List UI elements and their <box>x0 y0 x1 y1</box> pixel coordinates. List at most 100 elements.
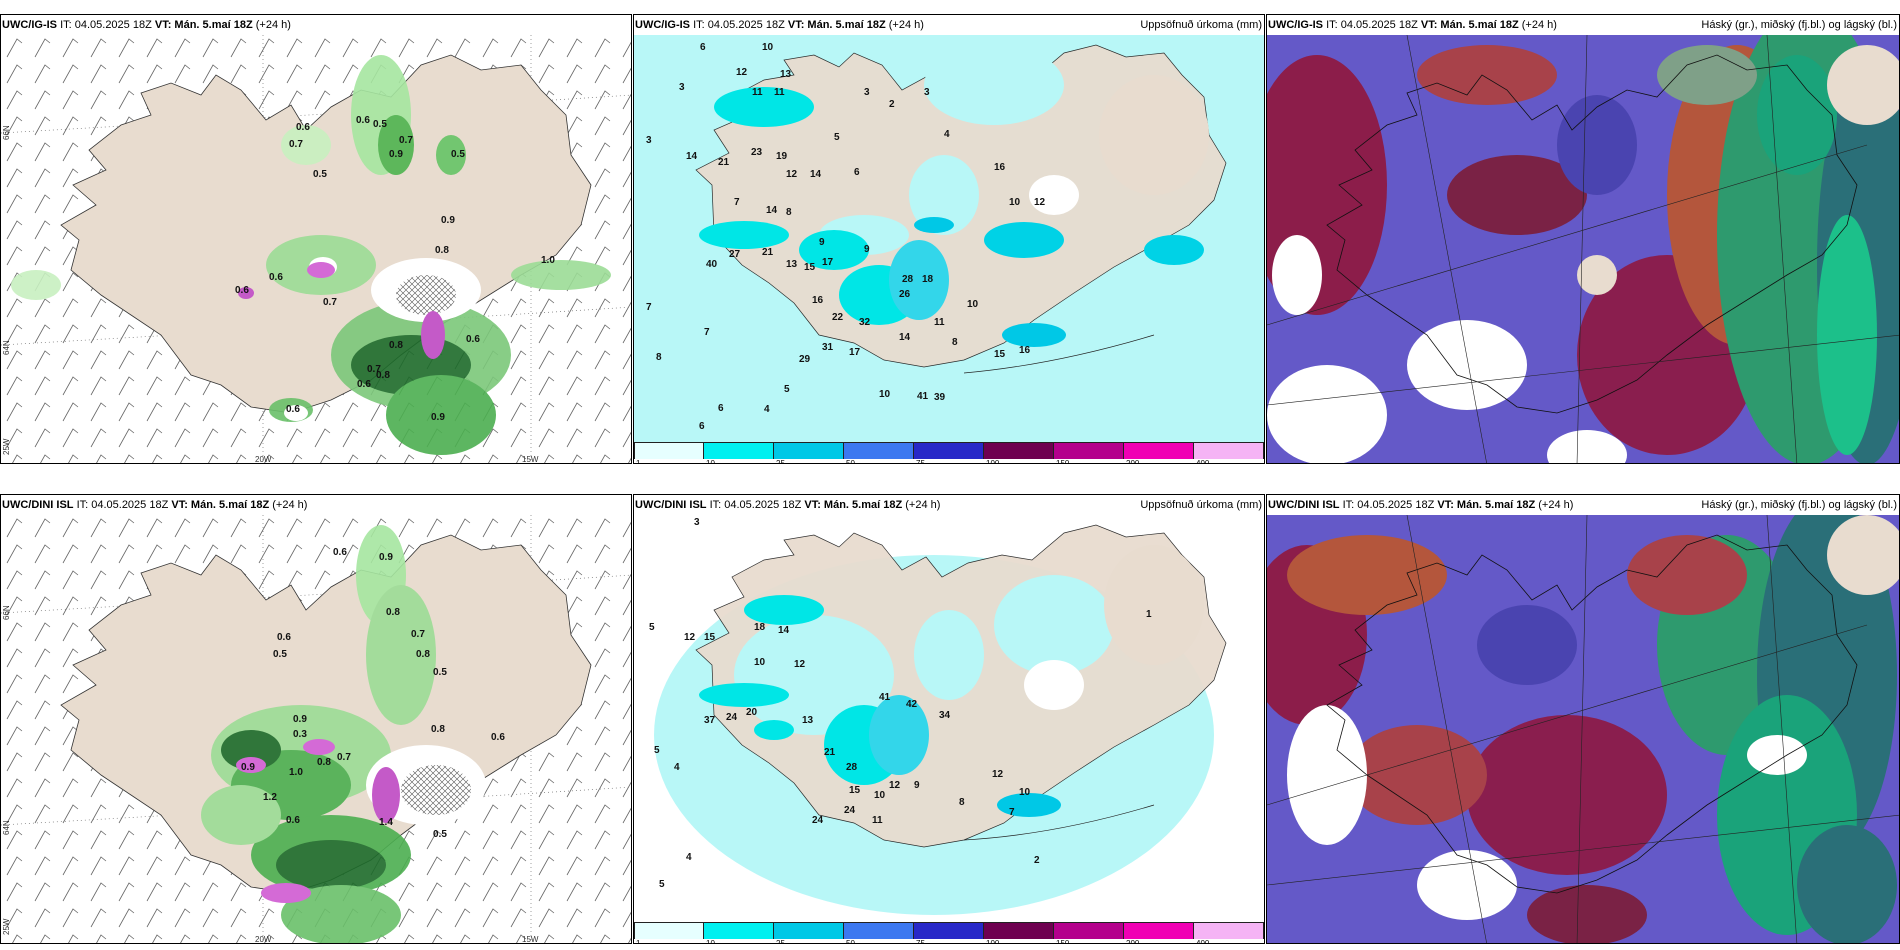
colorbar-swatch <box>1124 442 1194 459</box>
wind-value-labels: 0.6 0.9 0.6 0.5 0.8 0.7 0.8 0.5 0.9 0.7 … <box>241 547 505 840</box>
svg-text:12: 12 <box>1034 197 1046 208</box>
svg-text:25W: 25W <box>2 438 11 455</box>
svg-text:11: 11 <box>934 317 945 328</box>
svg-text:20: 20 <box>746 707 758 718</box>
svg-text:32: 32 <box>859 317 871 328</box>
svg-text:10: 10 <box>874 790 886 801</box>
svg-text:3: 3 <box>864 87 870 98</box>
svg-text:42: 42 <box>906 699 918 710</box>
colorbar-swatch <box>704 922 774 939</box>
svg-text:0.6: 0.6 <box>286 404 300 415</box>
svg-text:0.8: 0.8 <box>389 340 403 351</box>
clouds-title: Háský (gr.), miðský (fj.bl.) og lágský (… <box>1701 499 1897 511</box>
svg-text:11: 11 <box>774 87 785 98</box>
colorbar-swatch <box>774 922 844 939</box>
svg-text:16: 16 <box>994 162 1006 173</box>
svg-text:12: 12 <box>992 769 1004 780</box>
svg-text:20W: 20W <box>255 455 272 464</box>
svg-text:5: 5 <box>649 622 655 633</box>
colorbar-swatch <box>1194 922 1264 939</box>
svg-text:24: 24 <box>812 815 824 826</box>
svg-text:12: 12 <box>794 659 806 670</box>
svg-text:40: 40 <box>706 259 718 270</box>
svg-text:5: 5 <box>659 879 665 890</box>
svg-text:9: 9 <box>914 780 920 791</box>
wind-value-labels: 0.6 0.7 0.5 0.6 0.5 0.7 0.9 0.5 0.9 0.8 … <box>235 115 555 423</box>
svg-text:15: 15 <box>849 785 861 796</box>
grid-lines <box>1267 35 1899 463</box>
svg-text:10: 10 <box>754 657 766 668</box>
map-panel-ig-clouds: UWC/IG-IS IT: 04.05.2025 18Z VT: Mán. 5.… <box>1266 14 1900 464</box>
svg-text:3: 3 <box>694 517 700 528</box>
precip-map: 5 3 12 15 18 14 10 12 13 37 24 20 21 28 … <box>634 515 1264 925</box>
map-panel-ig-wind: UWC/IG-IS IT: 04.05.2025 18Z VT: Mán. 5.… <box>0 14 632 464</box>
svg-text:10: 10 <box>762 42 774 53</box>
svg-text:6: 6 <box>700 42 706 53</box>
colorbar-swatch <box>844 922 914 939</box>
colorbar-tick-label: 50 <box>846 939 855 944</box>
svg-text:0.9: 0.9 <box>431 412 445 423</box>
svg-text:64N: 64N <box>2 340 11 355</box>
colorbar-swatch <box>914 442 984 459</box>
mixed-precip-magenta <box>238 262 445 359</box>
svg-text:18: 18 <box>922 274 934 285</box>
svg-text:21: 21 <box>718 157 730 168</box>
svg-text:0.6: 0.6 <box>491 732 505 743</box>
svg-text:0.5: 0.5 <box>313 169 327 180</box>
svg-text:64N: 64N <box>2 820 11 835</box>
svg-text:11: 11 <box>872 815 883 826</box>
colorbar-tick-label: 100 <box>986 939 1000 944</box>
svg-text:22: 22 <box>832 312 844 323</box>
svg-text:12: 12 <box>889 780 901 791</box>
svg-text:2: 2 <box>1034 855 1040 866</box>
svg-text:12: 12 <box>684 632 696 643</box>
svg-text:0.3: 0.3 <box>293 729 307 740</box>
svg-text:5: 5 <box>784 384 790 395</box>
svg-text:20W: 20W <box>255 935 272 944</box>
svg-text:0.6: 0.6 <box>333 547 347 558</box>
svg-text:26: 26 <box>899 289 911 300</box>
svg-text:7: 7 <box>704 327 710 338</box>
colorbar-swatch <box>774 442 844 459</box>
svg-text:8: 8 <box>959 797 965 808</box>
svg-text:41: 41 <box>879 692 891 703</box>
svg-text:9: 9 <box>819 237 825 248</box>
svg-text:0.6: 0.6 <box>356 115 370 126</box>
svg-text:17: 17 <box>849 347 861 358</box>
svg-text:41: 41 <box>917 391 929 402</box>
svg-text:15W: 15W <box>522 455 539 464</box>
svg-text:0.6: 0.6 <box>466 334 480 345</box>
colorbar-swatch <box>984 922 1054 939</box>
svg-text:34: 34 <box>939 710 951 721</box>
svg-text:6: 6 <box>854 167 860 178</box>
colorbar-tick-label: 200 <box>1126 459 1140 464</box>
colorbar-swatch <box>844 442 914 459</box>
svg-text:15: 15 <box>994 349 1006 360</box>
svg-text:27: 27 <box>729 249 741 260</box>
svg-text:23: 23 <box>751 147 763 158</box>
panel-header: UWC/IG-IS IT: 04.05.2025 18Z VT: Mán. 5.… <box>635 19 924 31</box>
svg-text:4: 4 <box>764 404 770 415</box>
colorbar-tick-label: 1 <box>636 939 641 944</box>
svg-text:1: 1 <box>1146 609 1152 620</box>
svg-text:0.6: 0.6 <box>277 632 291 643</box>
svg-text:1.4: 1.4 <box>379 817 393 828</box>
svg-text:5: 5 <box>834 132 840 143</box>
map-panel-ig-precip: UWC/IG-IS IT: 04.05.2025 18Z VT: Mán. 5.… <box>633 14 1265 464</box>
svg-text:24: 24 <box>844 805 856 816</box>
colorbar-tick-label: 100 <box>986 459 1000 464</box>
svg-text:3: 3 <box>924 87 930 98</box>
svg-text:0.7: 0.7 <box>337 752 351 763</box>
map-panel-dini-precip: UWC/DINI ISL IT: 04.05.2025 18Z VT: Mán.… <box>633 494 1265 944</box>
panel-header: UWC/IG-IS IT: 04.05.2025 18Z VT: Mán. 5.… <box>1268 19 1557 31</box>
svg-text:66N: 66N <box>2 605 11 620</box>
panel-header: UWC/DINI ISL IT: 04.05.2025 18Z VT: Mán.… <box>1268 499 1574 511</box>
svg-text:10: 10 <box>1009 197 1021 208</box>
svg-text:13: 13 <box>780 69 792 80</box>
svg-text:1.0: 1.0 <box>289 767 303 778</box>
svg-text:14: 14 <box>899 332 911 343</box>
svg-text:39: 39 <box>934 392 946 403</box>
colorbar-tick-label: 75 <box>916 459 925 464</box>
panel-header: UWC/IG-IS IT: 04.05.2025 18Z VT: Mán. 5.… <box>2 19 291 31</box>
colorbar-tick-label: 150 <box>1056 459 1070 464</box>
